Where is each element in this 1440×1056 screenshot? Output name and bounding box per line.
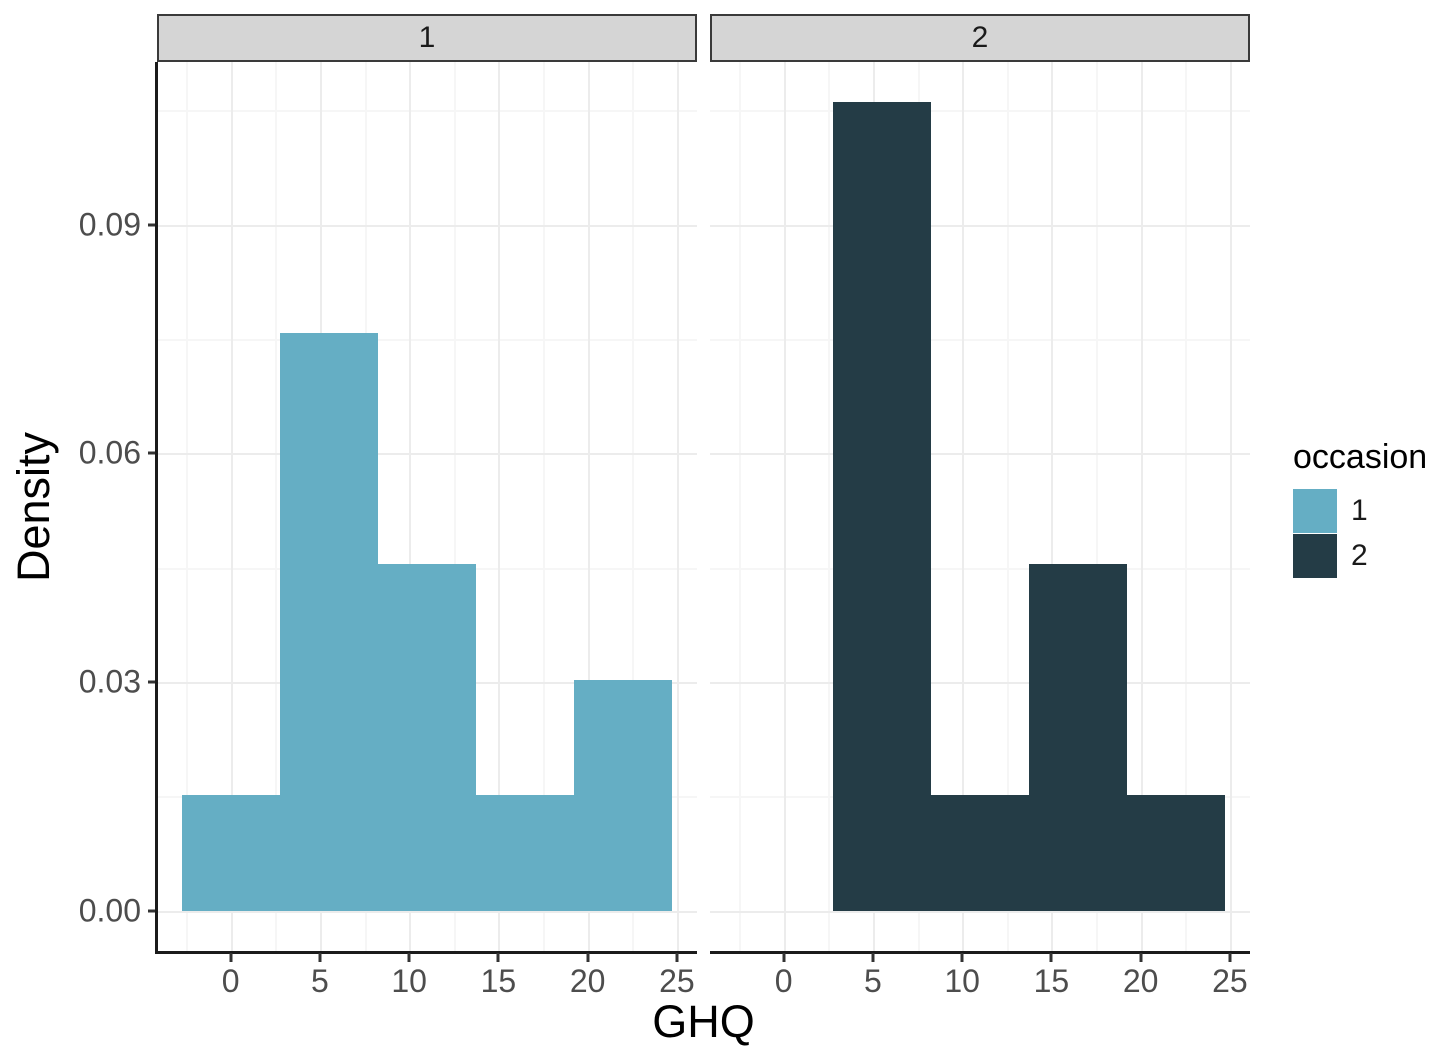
minor-gridline-x xyxy=(739,62,741,951)
legend-key-label: 1 xyxy=(1351,494,1368,527)
x-tick-label: 15 xyxy=(1033,963,1070,999)
minor-gridline-x xyxy=(1096,62,1099,951)
x-tick-mark xyxy=(782,953,786,962)
major-gridline-x xyxy=(498,62,501,951)
minor-gridline-x xyxy=(1006,62,1009,951)
legend-swatch xyxy=(1293,534,1337,578)
major-gridline-y xyxy=(710,453,1250,456)
y-tick-mark xyxy=(148,451,157,455)
x-tick-mark xyxy=(586,953,590,962)
x-tick-label: 25 xyxy=(659,963,695,999)
minor-gridline-y xyxy=(157,339,697,342)
x-axis-line-panel-1 xyxy=(155,951,697,954)
x-tick-label: 0 xyxy=(774,963,793,999)
major-gridline-y xyxy=(710,681,1250,684)
histogram-bar xyxy=(574,679,673,911)
histogram-bar xyxy=(832,102,931,911)
x-axis-panel-1: 0 5 10 15 20 25 xyxy=(157,951,697,1011)
x-tick-mark xyxy=(1049,953,1053,962)
x-tick-mark xyxy=(1139,953,1143,962)
x-tick-mark xyxy=(960,953,964,962)
x-tick-mark xyxy=(318,953,322,962)
histogram-bar xyxy=(476,795,575,911)
major-gridline-x xyxy=(587,62,590,951)
major-gridline-y xyxy=(157,224,697,227)
histogram-bar xyxy=(930,795,1030,911)
major-gridline-y xyxy=(710,224,1250,227)
y-axis-line xyxy=(155,62,158,954)
x-tick-mark xyxy=(496,953,500,962)
x-tick-label: 10 xyxy=(944,963,980,999)
facet-strip-1: 1 xyxy=(157,14,697,62)
histogram-bar xyxy=(377,564,477,911)
x-tick-mark xyxy=(675,953,679,962)
x-axis-panel-2: 0 5 10 15 20 25 xyxy=(710,951,1250,1011)
x-tick-label: 10 xyxy=(391,963,427,999)
major-gridline-x xyxy=(1140,62,1143,951)
minor-gridline-x xyxy=(632,62,635,951)
major-gridline-x xyxy=(962,62,965,951)
major-gridline-x xyxy=(676,62,679,951)
minor-gridline-y xyxy=(710,567,1250,570)
facet-panel-1 xyxy=(157,62,697,951)
x-tick-mark xyxy=(1228,953,1232,962)
x-tick-label: 15 xyxy=(480,963,517,999)
histogram-bar xyxy=(1127,795,1226,911)
major-gridline-y xyxy=(710,910,1250,913)
minor-gridline-x xyxy=(543,62,546,951)
x-tick-label: 5 xyxy=(863,963,882,999)
y-axis: 0.00 0.03 0.06 0.09 xyxy=(0,62,157,951)
legend-key: 1 xyxy=(1293,489,1427,533)
x-axis-title: GHQ xyxy=(652,996,755,1047)
y-tick-mark xyxy=(148,909,157,913)
x-tick-mark xyxy=(407,953,411,962)
y-tick-label: 0.09 xyxy=(78,206,141,243)
legend-key: 2 xyxy=(1293,534,1427,578)
facet-strip-2-label: 2 xyxy=(971,21,989,54)
x-axis-line-panel-2 xyxy=(710,951,1250,954)
major-gridline-x xyxy=(1051,62,1054,951)
major-gridline-y xyxy=(157,910,697,913)
legend-title: occasion xyxy=(1293,438,1428,476)
major-gridline-x xyxy=(783,62,786,951)
major-gridline-x xyxy=(409,62,412,951)
minor-gridline-y xyxy=(710,110,1250,113)
minor-gridline-x xyxy=(828,62,831,951)
y-tick-label: 0.03 xyxy=(78,663,141,700)
x-tick-mark xyxy=(229,953,233,962)
legend-swatch xyxy=(1293,489,1337,533)
y-tick-mark xyxy=(148,680,157,684)
y-tick-mark xyxy=(148,223,157,227)
x-tick-label: 5 xyxy=(310,963,329,999)
y-tick-label: 0.00 xyxy=(78,892,141,929)
major-gridline-x xyxy=(1229,62,1232,951)
x-tick-label: 25 xyxy=(1212,963,1248,999)
x-tick-mark xyxy=(871,953,875,962)
facet-panel-2 xyxy=(710,62,1250,951)
major-gridline-y xyxy=(157,453,697,456)
histogram-bar xyxy=(279,333,378,911)
minor-gridline-x xyxy=(1185,62,1188,951)
minor-gridline-y xyxy=(157,110,697,113)
minor-gridline-y xyxy=(710,339,1250,342)
minor-gridline-x xyxy=(275,62,278,951)
facet-strip-1-label: 1 xyxy=(418,21,436,54)
y-tick-label: 0.06 xyxy=(78,434,141,471)
facet-strip-2: 2 xyxy=(710,14,1250,62)
major-gridline-x xyxy=(230,62,233,951)
x-tick-label: 20 xyxy=(569,963,606,999)
minor-gridline-x xyxy=(186,62,188,951)
histogram-bar xyxy=(181,795,280,911)
x-tick-label: 0 xyxy=(221,963,240,999)
minor-gridline-x xyxy=(453,62,456,951)
legend-key-label: 2 xyxy=(1351,539,1368,572)
x-tick-label: 20 xyxy=(1122,963,1159,999)
histogram-bar xyxy=(1029,564,1128,911)
